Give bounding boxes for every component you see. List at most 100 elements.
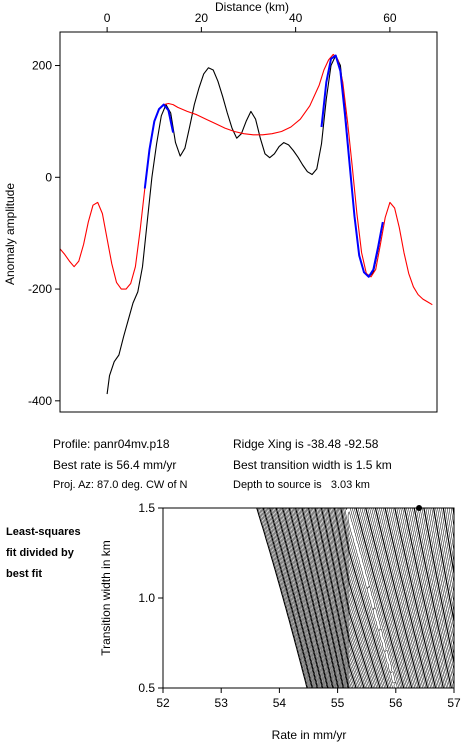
top-x-tick-label: 0	[104, 11, 111, 25]
series-line-4	[320, 54, 384, 278]
side-label-line: fit divided by	[6, 547, 74, 559]
contour-line	[279, 507, 455, 689]
contour-line	[332, 507, 414, 689]
contour-line	[340, 507, 405, 689]
top-x-tick-label: 40	[289, 11, 303, 25]
best-rate-text: Best rate is 56.4 mm/yr	[53, 458, 177, 472]
top-plot-frame	[59, 31, 438, 413]
contour-line	[303, 507, 451, 689]
contour-line	[323, 507, 425, 689]
contour-line	[278, 507, 455, 689]
contour-line	[268, 507, 317, 689]
contour-line	[319, 507, 430, 689]
contour-line	[314, 507, 437, 689]
contour-line	[282, 507, 455, 689]
top-x-tick-label: 60	[383, 11, 397, 25]
contour-line	[310, 507, 441, 689]
contour-line	[284, 507, 455, 689]
contour-line	[290, 507, 455, 689]
contour-line	[259, 507, 310, 689]
projection-azimuth-text: Proj. Az: 87.0 deg. CW of N	[53, 479, 188, 491]
top-y-tick-label: 0	[45, 170, 52, 184]
contour-line	[295, 507, 455, 689]
top-y-ticks: 200 0 -200 -400	[28, 59, 60, 408]
contour-line	[274, 507, 322, 689]
contour-line	[322, 507, 427, 689]
contour-line	[339, 507, 406, 689]
top-y-axis-label: Anomaly amplitude	[3, 183, 17, 285]
top-x-axis-label: Distance (km)	[215, 0, 289, 14]
contour-line	[265, 507, 315, 689]
contour-line	[269, 507, 319, 689]
contour-line	[325, 507, 424, 689]
bottom-x-axis-label: Rate in mm/yr	[272, 728, 347, 742]
contour-line	[256, 507, 308, 689]
contour-line	[270, 507, 319, 689]
contour-line	[260, 507, 311, 689]
contour-line	[344, 507, 400, 689]
bottom-y-tick-label: 1.5	[138, 501, 155, 515]
contour-line	[337, 507, 408, 689]
contour-line	[292, 507, 455, 689]
bottom-x-tick-label: 52	[156, 696, 170, 710]
top-y-tick-label: -400	[28, 394, 52, 408]
contour-line	[262, 507, 313, 689]
bottom-y-tick-label: 0.5	[138, 681, 155, 695]
contour-line	[301, 507, 452, 689]
profile-text: Profile: panr04mv.p18	[53, 437, 170, 451]
contour-line	[296, 507, 455, 689]
series-line-1	[106, 54, 384, 395]
contour-line	[266, 507, 316, 689]
top-x-tick-label: 20	[195, 11, 209, 25]
series-line-2	[59, 53, 433, 306]
side-label-line: Least-squares	[6, 526, 81, 538]
best-fit-marker	[416, 505, 423, 511]
contour-line	[345, 507, 398, 689]
contour-line	[318, 507, 431, 689]
ridge-xing-text: Ridge Xing is -38.48 -92.58	[233, 437, 379, 451]
bottom-x-tick-label: 53	[215, 696, 229, 710]
contour-line	[272, 507, 320, 689]
bottom-x-ticks: 52 53 54 55 56 57	[156, 688, 461, 710]
bottom-y-tick-label: 1.0	[138, 591, 155, 605]
contour-line	[287, 507, 455, 689]
bottom-y-ticks: 0.5 1.0 1.5	[138, 501, 163, 695]
side-label: Least-squares fit divided by best fit	[6, 522, 81, 585]
contour-line	[299, 507, 455, 689]
bottom-x-tick-label: 54	[273, 696, 287, 710]
bottom-x-tick-label: 55	[331, 696, 345, 710]
contour-line	[283, 507, 455, 689]
contour-line	[317, 507, 433, 689]
contour-line	[331, 507, 416, 689]
contour-line	[326, 507, 422, 689]
contour-line	[281, 507, 455, 689]
top-series-group	[59, 53, 433, 395]
contour-line	[277, 507, 455, 689]
contour-line	[343, 507, 401, 689]
top-y-tick-label: -200	[28, 282, 52, 296]
contour-line	[328, 507, 419, 689]
contour-line	[288, 507, 455, 689]
contour-line	[257, 507, 309, 689]
contour-line	[264, 507, 314, 689]
contour-line	[336, 507, 409, 689]
bottom-x-tick-label: 56	[389, 696, 403, 710]
contour-line	[316, 507, 435, 689]
bottom-x-tick-label: 57	[447, 696, 461, 710]
contour-line	[261, 507, 312, 689]
contour-line	[330, 507, 417, 689]
top-x-ticks: 0 20 40 60	[104, 11, 397, 32]
contour-line	[275, 507, 455, 689]
contour-line	[320, 507, 429, 689]
contour-line	[327, 507, 421, 689]
contour-lines	[256, 507, 455, 689]
contour-line	[306, 507, 446, 689]
contour-line	[312, 507, 439, 689]
contour-line	[297, 507, 455, 689]
contour-line	[341, 507, 403, 689]
contour-line	[300, 507, 454, 689]
contour-line	[307, 507, 444, 689]
contour-line	[305, 507, 447, 689]
contour-line	[291, 507, 455, 689]
